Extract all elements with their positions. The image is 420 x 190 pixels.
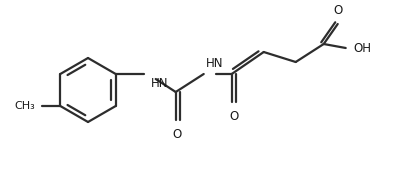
Text: HN: HN [151,77,168,90]
Text: OH: OH [354,41,372,55]
Text: CH₃: CH₃ [15,101,35,111]
Text: O: O [172,128,181,141]
Text: HN: HN [206,57,223,70]
Text: O: O [333,4,342,17]
Text: O: O [229,110,238,123]
